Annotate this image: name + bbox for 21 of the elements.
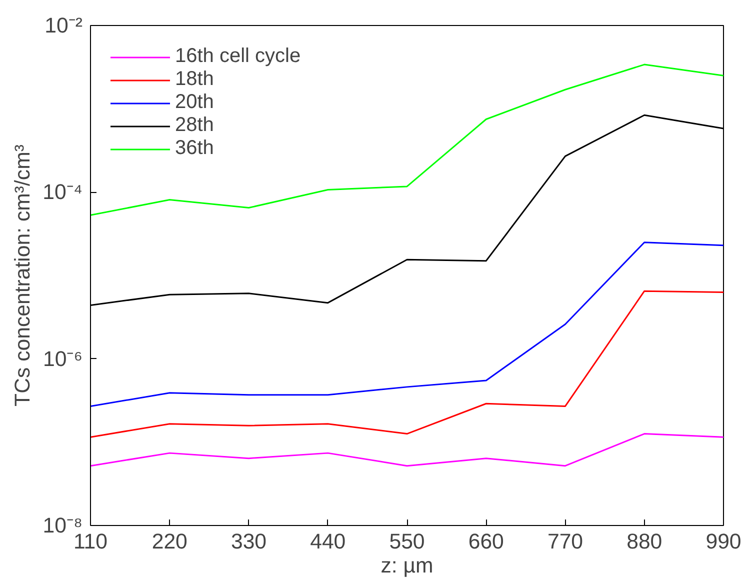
y-tick-label: 10⁻⁶ (42, 346, 83, 371)
x-tick-label: 440 (310, 530, 346, 554)
x-tick-label: 770 (547, 530, 584, 554)
legend-label: 16th cell cycle (175, 45, 301, 68)
x-tick-label: 550 (389, 530, 425, 554)
legend-label: 28th (175, 114, 214, 137)
x-tick-label: 990 (706, 530, 742, 554)
line-series (90, 433, 724, 467)
x-tick-label: 220 (152, 530, 188, 554)
line-series (90, 242, 724, 407)
legend-label: 18th (175, 68, 214, 91)
y-axis-title: TCs concentration: cm³/cm³ (10, 144, 35, 406)
legend-label: 36th (175, 137, 214, 160)
y-tick-label: 10⁻⁴ (42, 180, 83, 204)
x-tick-label: 660 (468, 530, 504, 554)
x-axis-title: z: µm (380, 554, 434, 578)
line-series (90, 290, 724, 438)
y-tick-label: 10⁻² (44, 14, 82, 38)
x-tick-label: 330 (230, 530, 267, 554)
x-tick-label: 880 (626, 530, 662, 554)
legend-label: 20th (175, 91, 214, 114)
